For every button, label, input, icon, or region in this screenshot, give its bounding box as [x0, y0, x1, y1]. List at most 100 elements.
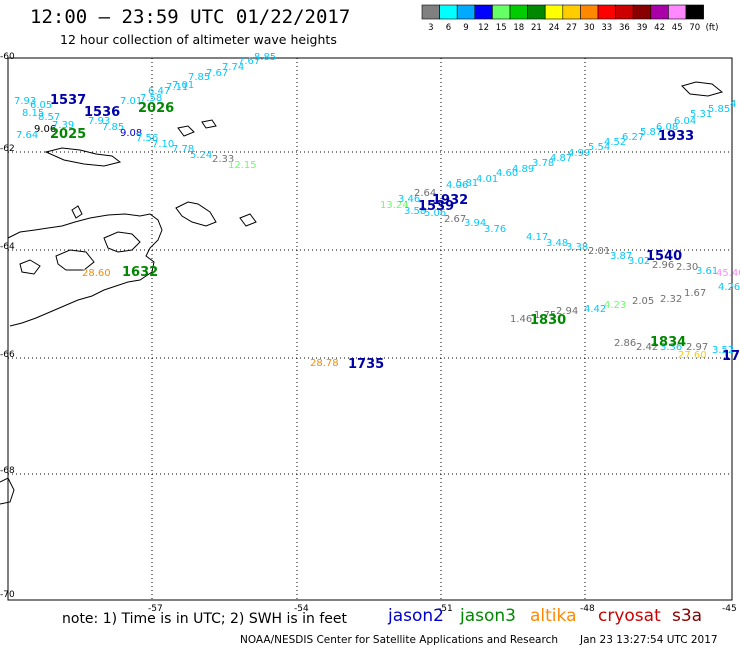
wave-height-value: 7.01: [120, 96, 142, 107]
wave-height-value: 2.01: [588, 246, 610, 257]
wave-height-value: 3.94: [464, 218, 486, 229]
wave-height-value: 4.06: [446, 180, 468, 191]
wave-height-value: 2.30: [676, 262, 698, 273]
wave-height-value: 7.93: [88, 116, 110, 127]
wave-height-value: 3.52: [712, 345, 734, 356]
legend-swatch: [456, 4, 476, 20]
pass-time: 17: [722, 349, 740, 364]
wave-height-value: 1.67: [684, 288, 706, 299]
wave-height-value: 1.46: [510, 314, 532, 325]
legend-swatch: [650, 4, 669, 20]
legend-label: 6: [446, 23, 451, 33]
wave-height-value: 4.01: [476, 174, 498, 185]
legend-swatch: [474, 4, 493, 20]
legend-label: 30: [584, 23, 595, 33]
lon-label-57: -57: [148, 604, 163, 614]
wave-height-value: 9.06: [34, 124, 56, 135]
wave-height-value: 7.39: [52, 120, 74, 131]
satellite-jason3: jason3: [460, 606, 516, 626]
island-5: [44, 147, 122, 167]
footer-note: note: 1) Time is in UTC; 2) SWH is in fe…: [62, 611, 348, 627]
wave-height-value: 5.06: [424, 208, 446, 219]
pass-time: 1830: [530, 313, 566, 328]
map-frame: [7, 57, 733, 601]
island-4: [19, 259, 41, 275]
wave-height-labels: 7.936.058.158.577.399.067.647.937.859.08…: [14, 52, 740, 369]
legend-label: 3: [428, 23, 433, 33]
legend-label: 12: [478, 23, 489, 33]
legend-label: 24: [549, 23, 560, 33]
legend-swatch: [580, 4, 599, 20]
wave-height-value: 4.17: [526, 232, 548, 243]
island-1: [103, 231, 141, 253]
pass-time: 1536: [84, 105, 120, 120]
legend-label: 33: [601, 23, 612, 33]
wave-height-value: 7.64: [16, 130, 38, 141]
wave-height-value: 3.38: [566, 242, 588, 253]
legend-label: 18: [513, 23, 524, 33]
legend-swatch: [597, 4, 616, 20]
wave-height-value: 5.87: [640, 127, 662, 138]
lon-label-48: -48: [580, 604, 595, 614]
legend-label: 36: [619, 23, 630, 33]
pass-time: 2026: [138, 101, 174, 116]
wave-height-value: 2.05: [632, 296, 654, 307]
wave-height-value: 2.86: [614, 338, 636, 349]
wave-height-value: 2.94: [556, 306, 578, 317]
legend-swatch: [632, 4, 652, 20]
lat-label-70: -70: [0, 590, 15, 600]
wave-height-value: 2.32: [660, 294, 682, 305]
wave-height-value: 2.67: [444, 214, 466, 225]
wave-height-value: 13.24: [380, 200, 409, 211]
wave-height-value: 2.96: [652, 260, 674, 271]
lat-label-64: -64: [0, 242, 15, 252]
wave-height-value: 2.33: [212, 154, 234, 165]
legend-swatch: [562, 4, 581, 20]
wave-height-value: 7.01: [172, 80, 194, 91]
wave-height-value: 6.08: [656, 122, 678, 133]
legend-label: 39: [637, 23, 648, 33]
wave-height-value: 28.60: [82, 268, 111, 279]
wave-height-value: 6.27: [622, 132, 644, 143]
pass-time: 1539: [418, 199, 454, 214]
wave-height-value: 2.42: [636, 342, 658, 353]
wave-height-value: 4: [730, 99, 736, 110]
lon-label-54: -54: [294, 604, 309, 614]
pass-time: 1834: [650, 335, 686, 350]
wave-height-value: 3.46: [398, 194, 420, 205]
island-6: [177, 125, 195, 137]
wave-height-value: 2.64: [414, 188, 436, 199]
legend-label: 9: [463, 23, 468, 33]
wave-height-value: 5.54: [588, 142, 610, 153]
island-11: [0, 477, 15, 505]
wave-height-value: 7.93: [14, 96, 36, 107]
legend-swatch: [509, 4, 528, 20]
legend-label: 15: [496, 23, 507, 33]
legend-swatch: [492, 4, 511, 20]
pass-time: 1932: [432, 193, 468, 208]
generated-timestamp: Jan 23 13:27:54 UTC 2017: [580, 634, 718, 646]
legend-swatch: [615, 4, 634, 20]
legend-unit: (ft): [706, 23, 719, 33]
wave-height-value: 5.24: [190, 150, 212, 161]
satellite-s3a: s3a: [672, 606, 703, 626]
wave-height-value: 7.56: [136, 133, 158, 144]
lat-label-68: -68: [0, 466, 15, 476]
wave-height-value: 3.36: [660, 342, 682, 353]
wave-height-value: 7.85: [102, 122, 124, 133]
wave-height-value: 2.97: [686, 342, 708, 353]
legend-label: 70: [689, 23, 700, 33]
legend-swatch: [527, 4, 546, 20]
wave-height-value: 7.85: [188, 72, 210, 83]
pass-time: 2025: [50, 127, 86, 142]
wave-height-value: 8.57: [38, 112, 60, 123]
wave-height-value: 6.05: [30, 100, 52, 111]
pass-time: 1537: [50, 93, 86, 108]
credit-line: NOAA/NESDIS Center for Satellite Applica…: [240, 634, 558, 646]
wave-height-value: 28.78: [310, 358, 339, 369]
wave-height-value: 5.31: [690, 109, 712, 120]
wave-height-value: 4.52: [604, 137, 626, 148]
wave-height-value: 3.76: [484, 224, 506, 235]
wave-height-value: 5.81: [456, 178, 478, 189]
